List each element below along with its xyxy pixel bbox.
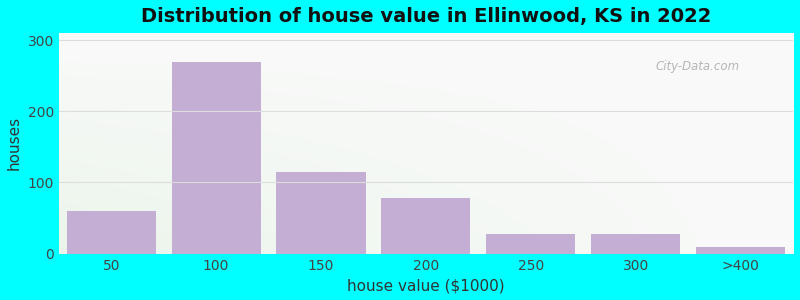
Bar [66, 211, 156, 253]
Y-axis label: houses: houses [7, 116, 22, 170]
Bar [696, 247, 785, 254]
Bar [277, 172, 366, 254]
Bar [486, 234, 575, 254]
Title: Distribution of house value in Ellinwood, KS in 2022: Distribution of house value in Ellinwood… [141, 7, 711, 26]
Text: City-Data.com: City-Data.com [655, 60, 740, 73]
Bar [382, 198, 470, 254]
Bar [591, 234, 680, 254]
Bar [171, 61, 261, 254]
X-axis label: house value ($1000): house value ($1000) [347, 278, 505, 293]
